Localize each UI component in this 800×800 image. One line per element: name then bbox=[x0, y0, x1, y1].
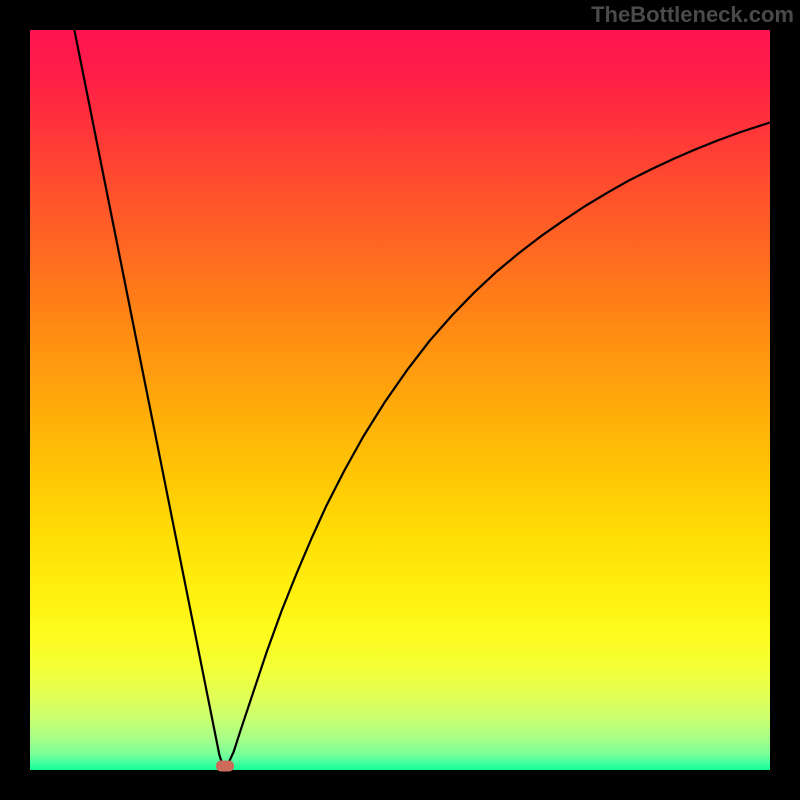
chart-container: TheBottleneck.com bbox=[0, 0, 800, 800]
curve-layer bbox=[30, 30, 770, 770]
watermark-text: TheBottleneck.com bbox=[591, 2, 794, 28]
plot-area bbox=[30, 30, 770, 770]
minimum-marker bbox=[216, 761, 234, 772]
bottleneck-curve bbox=[74, 30, 770, 766]
